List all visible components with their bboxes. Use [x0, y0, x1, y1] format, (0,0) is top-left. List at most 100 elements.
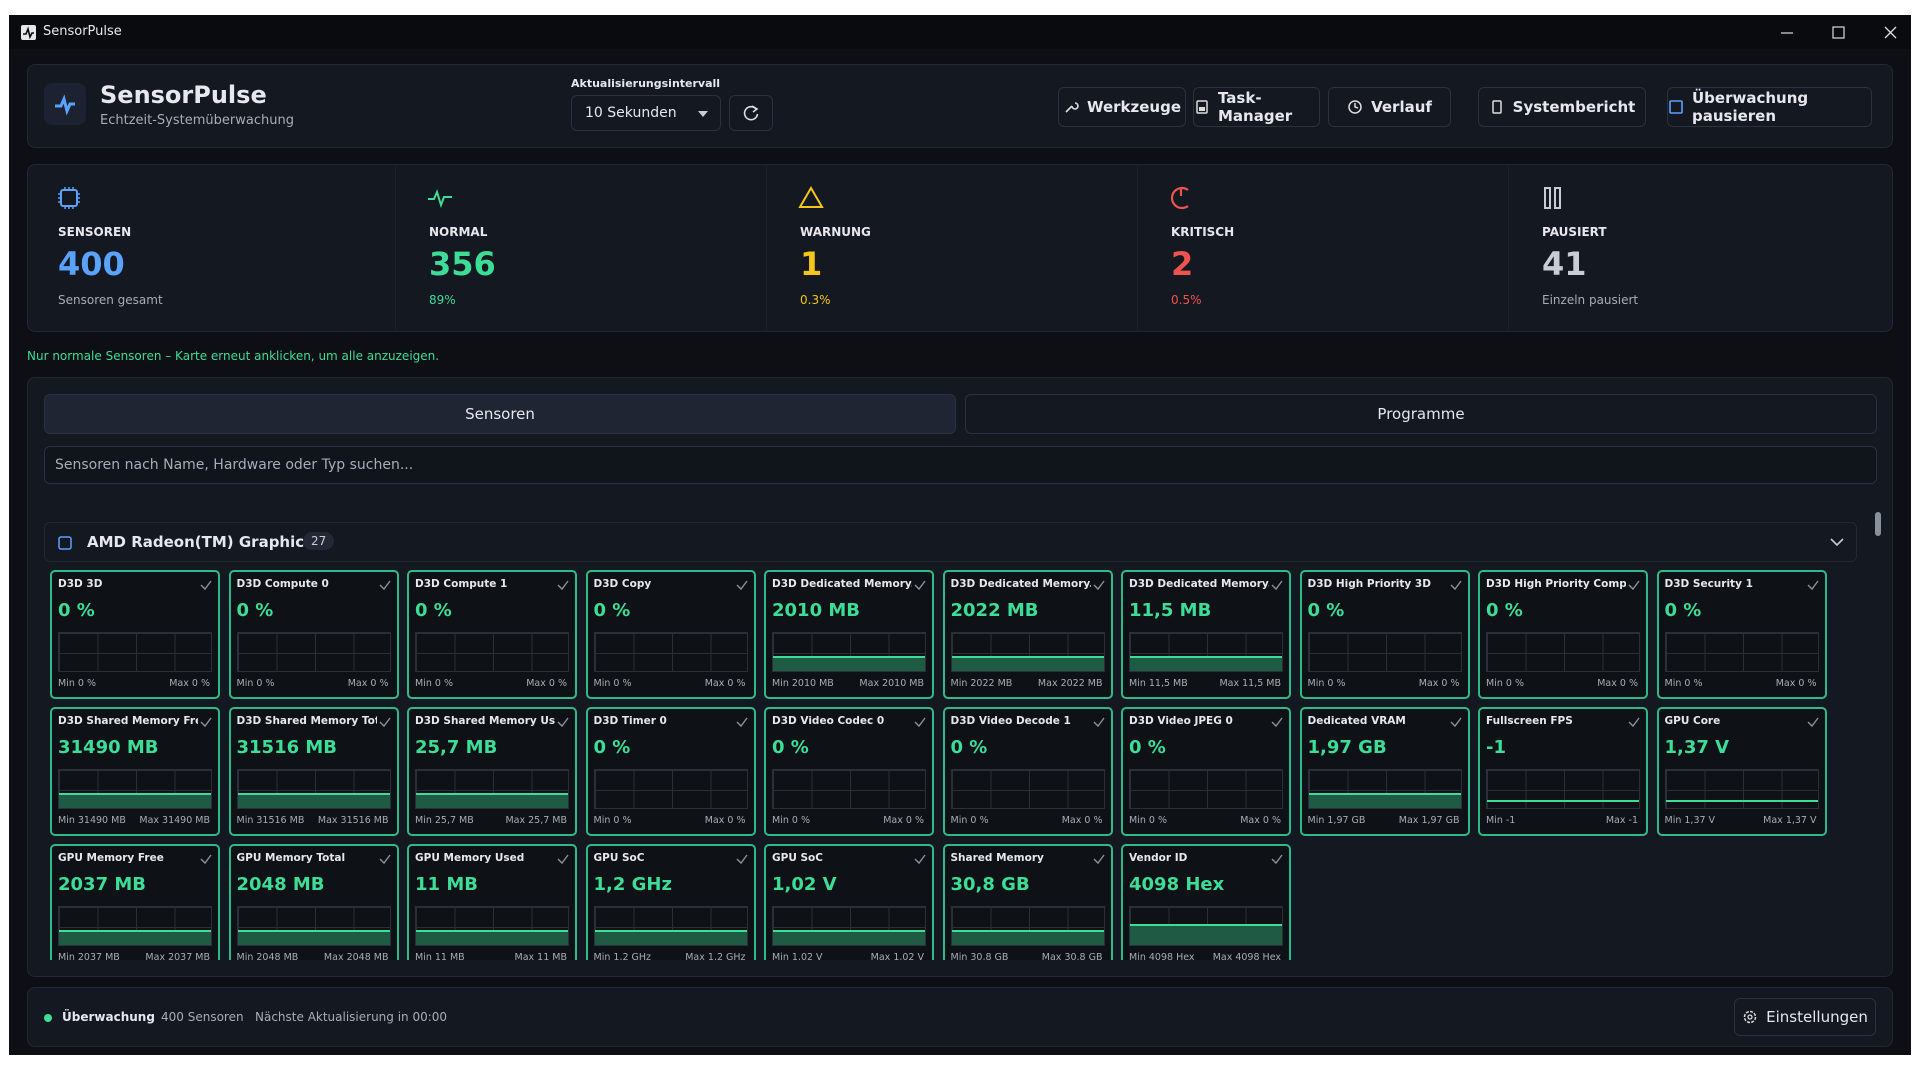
stat-label: SENSOREN [58, 225, 132, 239]
header-button[interactable]: Überwachung pausieren [1667, 87, 1872, 127]
refresh-button[interactable] [729, 95, 773, 131]
sensor-card[interactable]: D3D Compute 1 0 % Min 0 % Max 0 % [407, 570, 577, 699]
stat-card[interactable]: NORMAL 356 89% [399, 165, 767, 331]
sensor-name: GPU Memory Used [415, 852, 525, 864]
stat-card[interactable]: SENSOREN 400 Sensoren gesamt [28, 165, 396, 331]
chart-fill [416, 929, 568, 945]
sensor-min: Min 30,8 GB [950, 952, 1009, 960]
sensor-card[interactable]: D3D Copy 0 % Min 0 % Max 0 % [585, 570, 756, 699]
check-icon [1807, 576, 1819, 595]
sensor-card[interactable]: Fullscreen FPS -1 Min -1 Max -1 [1478, 707, 1648, 836]
sensor-value: 0 % [415, 600, 452, 621]
sensor-card[interactable]: D3D Dedicated Memory... 2010 MB Min 2010 M… [764, 570, 934, 699]
icon [379, 579, 391, 591]
tab-label: Sensoren [465, 405, 535, 423]
sensor-value: 1,02 V [772, 874, 837, 895]
sensor-card[interactable]: D3D Compute 0 0 % Min 0 % Max 0 % [228, 570, 399, 699]
sensor-card[interactable]: D3D Shared Memory Used 25,7 MB Min 25,7 MB… [407, 707, 577, 836]
sensor-min: Min 1,02 V [772, 952, 823, 960]
sensor-name: D3D High Priority Compute [1486, 578, 1626, 590]
window-controls[interactable] [1774, 25, 1904, 41]
stat-card[interactable]: KRITISCH 2 0.5% [1141, 165, 1509, 331]
icon [736, 853, 748, 865]
scrollbar[interactable] [1875, 512, 1881, 536]
status-dot [44, 1014, 52, 1022]
sensor-value: 0 % [950, 737, 988, 758]
sensor-card[interactable]: Dedicated VRAM 1,97 GB Min 1,97 GB Max 1,97… [1299, 707, 1470, 836]
sensor-min: Min 11,5 MB [1129, 678, 1188, 689]
sensor-card[interactable]: D3D Video JPEG 0 0 % Min 0 % Max 0 % [1121, 707, 1291, 836]
sensor-card[interactable]: GPU Core 1,37 V Min 1,37 V Max 1,37 V [1656, 707, 1827, 836]
sensor-max: Max 0 % [1240, 815, 1281, 826]
check-icon [200, 576, 212, 595]
next-update: Nächste Aktualisierung in 00:00 [255, 1010, 448, 1024]
gear-icon [1743, 1010, 1757, 1024]
interval-select[interactable]: 10 Sekunden [571, 95, 721, 131]
sensor-max: Max 2048 MB [323, 952, 389, 960]
stat-value: 356 [429, 245, 496, 283]
chart-fill [237, 792, 390, 808]
settings-button[interactable]: Einstellungen [1734, 998, 1876, 1036]
sensor-value: 2010 MB [772, 600, 860, 621]
header-button[interactable]: Werkzeuge [1058, 87, 1186, 127]
stat-label: WARNUNG [800, 225, 871, 239]
icon [1271, 579, 1283, 591]
icon [1271, 853, 1283, 865]
sensor-card[interactable]: GPU SoC 1,02 V Min 1,02 V Max 1,02 V [764, 844, 934, 960]
sensor-chart [950, 906, 1105, 946]
sensor-card[interactable]: D3D Video Codec 0 0 % Min 0 % Max 0 % [764, 707, 934, 836]
check-icon [1450, 713, 1462, 732]
tab-sensors[interactable]: Sensoren [44, 394, 956, 434]
sensor-chart [58, 769, 212, 809]
sensor-min: Min 0 % [593, 678, 632, 689]
group-header[interactable]: AMD Radeon(TM) Graphics 27 [44, 522, 1857, 562]
sensor-card[interactable]: D3D High Priority Compute 0 % Min 0 % Max 0… [1478, 570, 1648, 699]
chart-fill [773, 929, 925, 945]
sensor-card[interactable]: D3D Video Decode 1 0 % Min 0 % Max 0 % [942, 707, 1113, 836]
icon [557, 853, 569, 865]
sensor-min: Min 0 % [772, 815, 810, 826]
sensor-card[interactable]: Shared Memory 30,8 GB Min 30,8 GB Max 30,8 … [942, 844, 1113, 960]
stat-label: PAUSIERT [1542, 225, 1607, 239]
sensor-card[interactable]: GPU Memory Used 11 MB Min 11 MB Max 11 MB [407, 844, 577, 960]
collapse-arrow[interactable] [1830, 538, 1844, 547]
sensor-card[interactable]: D3D Shared Memory Free 31490 MB Min 31490 … [50, 707, 220, 836]
chart-fill [237, 929, 390, 945]
check-icon [379, 850, 391, 869]
check-icon [1271, 713, 1283, 732]
sensor-card[interactable]: D3D High Priority 3D 0 % Min 0 % Max 0 % [1299, 570, 1470, 699]
sensor-max: Max 0 % [883, 815, 924, 826]
sensor-card[interactable]: D3D Security 1 0 % Min 0 % Max 0 % [1656, 570, 1827, 699]
button-icon [1194, 99, 1210, 115]
sensor-card[interactable]: D3D Dedicated Memory... 2022 MB Min 2022 M… [942, 570, 1113, 699]
stat-card[interactable]: PAUSIERT 41 Einzeln pausiert [1512, 165, 1880, 331]
sensor-name: D3D 3D [58, 578, 103, 590]
sensor-card[interactable]: D3D Dedicated Memory... 11,5 MB Min 11,5 M… [1121, 570, 1291, 699]
app-name: SensorPulse [100, 81, 267, 109]
tab-label: Programme [1377, 405, 1465, 423]
sensor-card[interactable]: GPU SoC 1,2 GHz Min 1,2 GHz Max 1,2 GHz [585, 844, 756, 960]
header-button[interactable]: Systembericht [1478, 87, 1646, 127]
sensor-card[interactable]: D3D Shared Memory Total 31516 MB Min 31516… [228, 707, 399, 836]
header-button[interactable]: Verlauf [1328, 87, 1451, 127]
search-input[interactable]: Sensoren nach Name, Hardware oder Typ su… [44, 446, 1877, 484]
check-icon [1628, 713, 1640, 732]
sensor-max: Max 11,5 MB [1219, 678, 1281, 689]
header-button[interactable]: Task-Manager [1193, 87, 1320, 127]
stat-value: 2 [1171, 245, 1194, 283]
stat-card[interactable]: WARNUNG 1 0.3% [770, 165, 1138, 331]
sensor-name: GPU Memory Total [236, 852, 346, 864]
sensor-value: 0 % [1664, 600, 1702, 621]
app-subtitle: Echtzeit-Systemüberwachung [100, 113, 294, 128]
sensor-card[interactable]: GPU Memory Total 2048 MB Min 2048 MB Max 20… [228, 844, 399, 960]
sensor-card[interactable]: D3D Timer 0 0 % Min 0 % Max 0 % [585, 707, 756, 836]
sensor-card[interactable]: D3D 3D 0 % Min 0 % Max 0 % [50, 570, 220, 699]
sensor-name: GPU Core [1664, 715, 1721, 727]
sensor-value: 1,37 V [1664, 737, 1730, 758]
chart-fill [416, 792, 568, 808]
sensor-card[interactable]: Vendor ID 4098 Hex Min 4098 Hex Max 4098 He… [1121, 844, 1291, 960]
check-icon [1271, 576, 1283, 595]
tab-programs[interactable]: Programme [965, 394, 1877, 434]
sensor-card[interactable]: GPU Memory Free 2037 MB Min 2037 MB Max 203… [50, 844, 220, 960]
check-icon [557, 576, 569, 595]
